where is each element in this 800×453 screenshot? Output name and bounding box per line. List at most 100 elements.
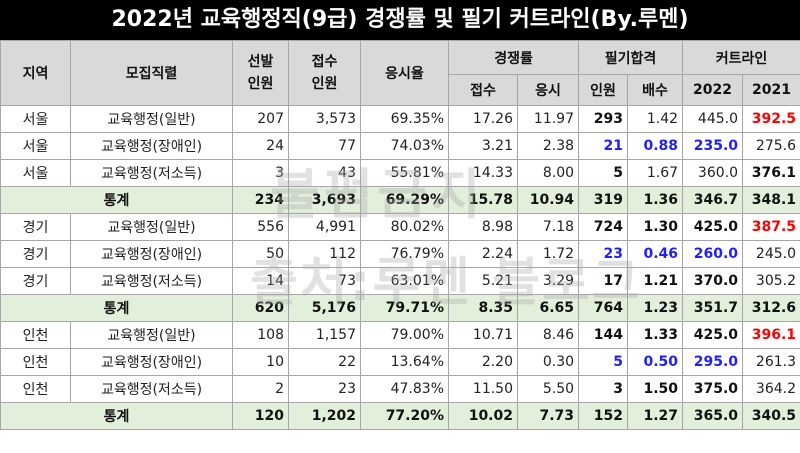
- header-position: 모집직렬: [70, 40, 233, 106]
- cell-comp-exam: 8.46: [516, 321, 580, 349]
- cell-pass-count: 144: [578, 321, 629, 349]
- cell-pass-ratio: 1.23: [627, 294, 684, 322]
- cell-exam-rate: 69.29%: [360, 186, 449, 214]
- cell-applied: 112: [288, 240, 361, 268]
- cell-cut-2022: 375.0: [682, 375, 744, 403]
- cell-selected: 10: [232, 348, 289, 376]
- cell-comp-applied: 8.35: [448, 294, 518, 322]
- header-comp-exam: 응시: [516, 74, 580, 106]
- table-row: 경기 교육행정(일반) 556 4,991 80.02% 8.98 7.18 724 1.30 4…: [0, 213, 800, 241]
- stat-label: 통계: [0, 186, 233, 214]
- cell-pass-ratio: 1.21: [627, 267, 684, 295]
- cell-region: 서울: [0, 105, 71, 133]
- cell-pass-ratio: 0.46: [627, 240, 684, 268]
- cell-pass-ratio: 0.88: [627, 132, 684, 160]
- cell-cut-2021: 387.5: [742, 213, 800, 241]
- cell-applied: 77: [288, 132, 361, 160]
- cell-position: 교육행정(장애인): [70, 132, 233, 160]
- cell-cut-2022: 370.0: [682, 267, 744, 295]
- cell-position: 교육행정(저소득): [70, 267, 233, 295]
- cell-cut-2022: 360.0: [682, 159, 744, 187]
- cell-region: 경기: [0, 213, 71, 241]
- cell-selected: 14: [232, 267, 289, 295]
- header-applied-label: 접수 인원: [311, 54, 338, 92]
- cell-exam-rate: 63.01%: [360, 267, 449, 295]
- cell-position: 교육행정(일반): [70, 321, 233, 349]
- stat-row: 통계 234 3,693 69.29% 15.78 10.94 319 1.36 346.7 34…: [0, 186, 800, 214]
- cell-exam-rate: 47.83%: [360, 375, 449, 403]
- cell-cut-2021: 261.3: [742, 348, 800, 376]
- cell-pass-count: 152: [578, 402, 629, 430]
- cell-pass-ratio: 1.67: [627, 159, 684, 187]
- cell-position: 교육행정(일반): [70, 105, 233, 133]
- cell-pass-ratio: 0.50: [627, 348, 684, 376]
- cell-comp-exam: 5.50: [516, 375, 580, 403]
- stat-row: 통계 620 5,176 79.71% 8.35 6.65 764 1.23 351.7 312.…: [0, 294, 800, 322]
- cell-cut-2022: 445.0: [682, 105, 744, 133]
- cell-comp-applied: 3.21: [448, 132, 518, 160]
- header-pass-count: 인원: [578, 74, 629, 106]
- cell-applied: 3,573: [288, 105, 361, 133]
- cell-pass-count: 293: [578, 105, 629, 133]
- cell-pass-ratio: 1.36: [627, 186, 684, 214]
- cell-comp-applied: 15.78: [448, 186, 518, 214]
- header-cutline: 커트라인: [682, 40, 800, 75]
- cell-cut-2021: 340.5: [742, 402, 800, 430]
- cell-comp-exam: 0.30: [516, 348, 580, 376]
- header-exam-rate: 응시율: [360, 40, 449, 106]
- cell-pass-ratio: 1.42: [627, 105, 684, 133]
- cell-applied: 4,991: [288, 213, 361, 241]
- cell-exam-rate: 13.64%: [360, 348, 449, 376]
- cell-pass-ratio: 1.33: [627, 321, 684, 349]
- cell-pass-count: 5: [578, 159, 629, 187]
- cell-exam-rate: 76.79%: [360, 240, 449, 268]
- cell-comp-applied: 2.20: [448, 348, 518, 376]
- cell-cut-2021: 364.2: [742, 375, 800, 403]
- cell-cut-2022: 351.7: [682, 294, 744, 322]
- header-written-pass: 필기합격: [578, 40, 684, 75]
- cell-pass-ratio: 1.27: [627, 402, 684, 430]
- cell-comp-applied: 2.24: [448, 240, 518, 268]
- table-row: 서울 교육행정(저소득) 3 43 55.81% 14.33 8.00 5 1.67 360.0 3…: [0, 159, 800, 187]
- cell-region: 서울: [0, 159, 71, 187]
- cell-comp-applied: 17.26: [448, 105, 518, 133]
- header-competition: 경쟁률: [447, 40, 580, 75]
- header-selected-label: 선발 인원: [247, 54, 274, 92]
- table-row: 서울 교육행정(장애인) 24 77 74.03% 3.21 2.38 21 0.88 235.0…: [0, 132, 800, 160]
- cell-selected: 50: [232, 240, 289, 268]
- header-region: 지역: [0, 40, 71, 106]
- cell-cut-2022: 346.7: [682, 186, 744, 214]
- header-applied: 접수 인원: [288, 40, 361, 106]
- cell-applied: 23: [288, 375, 361, 403]
- cell-cut-2021: 396.1: [742, 321, 800, 349]
- table-row: 인천 교육행정(일반) 108 1,157 79.00% 10.71 8.46 144 1.33…: [0, 321, 800, 349]
- cell-exam-rate: 69.35%: [360, 105, 449, 133]
- cell-position: 교육행정(저소득): [70, 159, 233, 187]
- competition-table: 지역 모집직렬 선발 인원 접수 인원 응시율 경쟁률 필기합격 커트라인 접수…: [0, 40, 800, 430]
- cell-pass-ratio: 1.50: [627, 375, 684, 403]
- header-year-2022: 2022: [682, 74, 744, 106]
- cell-comp-applied: 5.21: [448, 267, 518, 295]
- cell-cut-2021: 348.1: [742, 186, 800, 214]
- stat-row: 통계 120 1,202 77.20% 10.02 7.73 152 1.27 365.0 340…: [0, 402, 800, 430]
- cell-position: 교육행정(장애인): [70, 348, 233, 376]
- cell-selected: 207: [232, 105, 289, 133]
- cell-cut-2021: 275.6: [742, 132, 800, 160]
- table-row: 경기 교육행정(저소득) 14 73 63.01% 5.21 3.29 17 1.21 370.0…: [0, 267, 800, 295]
- cell-selected: 108: [232, 321, 289, 349]
- cell-exam-rate: 74.03%: [360, 132, 449, 160]
- cell-comp-exam: 6.65: [516, 294, 580, 322]
- header-pass-ratio: 배수: [627, 74, 684, 106]
- cell-applied: 22: [288, 348, 361, 376]
- cell-region: 경기: [0, 240, 71, 268]
- cell-cut-2022: 295.0: [682, 348, 744, 376]
- cell-cut-2021: 305.2: [742, 267, 800, 295]
- cell-applied: 1,202: [288, 402, 361, 430]
- cell-position: 교육행정(장애인): [70, 240, 233, 268]
- table-row: 서울 교육행정(일반) 207 3,573 69.35% 17.26 11.97 293 1.4…: [0, 105, 800, 133]
- cell-comp-applied: 10.71: [448, 321, 518, 349]
- cell-comp-exam: 1.72: [516, 240, 580, 268]
- cell-applied: 5,176: [288, 294, 361, 322]
- cell-selected: 24: [232, 132, 289, 160]
- stat-label: 통계: [0, 294, 233, 322]
